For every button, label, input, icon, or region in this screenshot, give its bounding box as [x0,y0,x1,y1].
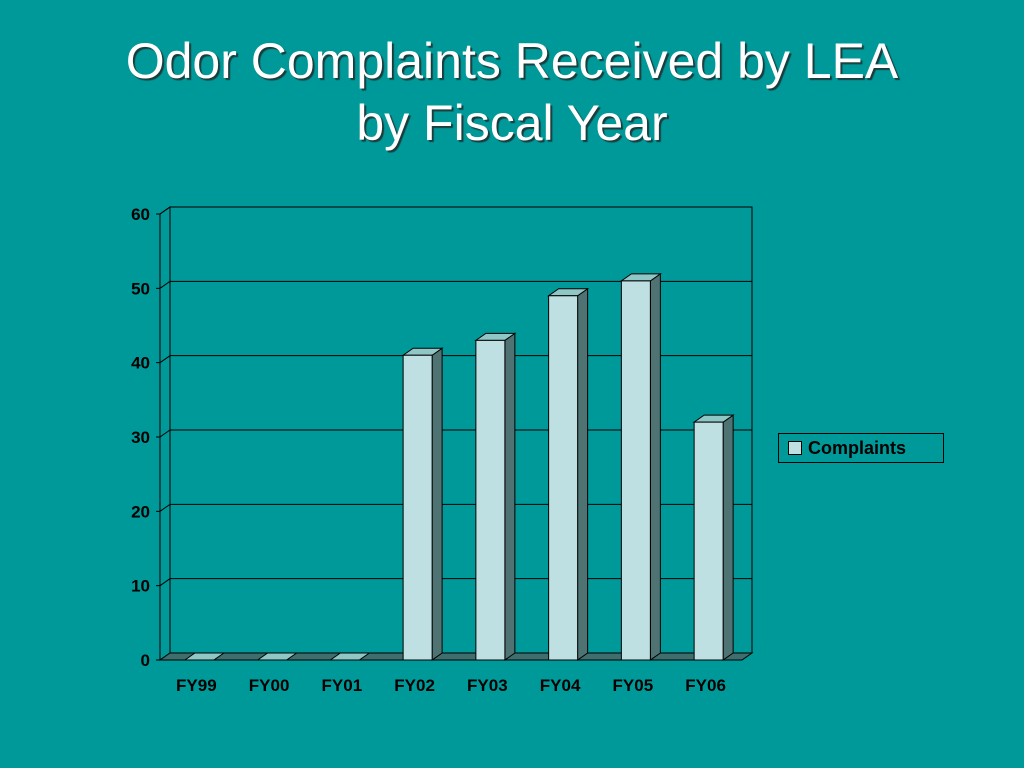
plot-area [159,206,753,661]
bar [693,421,724,661]
bar [328,652,371,661]
y-tick-label: 20 [131,502,150,521]
bar-side [504,332,516,661]
bar [475,339,506,661]
y-tick-label: 60 [131,205,150,224]
x-tick-label: FY01 [322,676,363,695]
slide-title-line-2: by Fiscal Year [356,95,668,151]
floor-top [158,652,754,661]
bar [256,652,299,661]
x-tick-label: FY06 [685,676,726,695]
y-tick-label: 30 [131,428,150,447]
y-axis-ticks: 0 10 20 30 40 50 60 [131,205,161,670]
x-tick-label: FY05 [613,676,654,695]
x-tick-label: FY99 [176,676,217,695]
legend: Complaints [778,433,944,463]
bar [402,354,433,661]
gridline [159,355,752,364]
y-tick-label: 0 [141,651,150,670]
gridline [159,280,752,289]
x-axis-ticks: FY99 FY00 FY01 FY02 FY03 FY04 FY05 FY06 [176,676,726,695]
bar [548,295,579,661]
bar [620,280,651,661]
bar [183,652,226,661]
gridline [159,578,752,587]
slide-title-line-1: Odor Complaints Received by LEA [125,33,899,89]
bar-side [722,414,734,661]
legend-swatch [788,441,802,455]
chart-floor [158,652,754,661]
bars [183,272,735,661]
slide-title: Odor Complaints Received by LEA by Fisca… [0,30,1024,154]
x-tick-label: FY02 [394,676,435,695]
y-tick-label: 40 [131,354,150,373]
y-tick-label: 10 [131,577,150,596]
gridline [159,503,752,512]
gridlines [159,206,752,587]
x-tick-label: FY04 [540,676,581,695]
bar-side [577,287,589,661]
bar-side [431,347,443,661]
y-tick-label: 50 [131,279,150,298]
x-tick-label: FY00 [249,676,290,695]
x-tick-label: FY03 [467,676,508,695]
gridline [159,206,752,215]
gridline [159,429,752,438]
bar-side [649,272,661,661]
legend-label: Complaints [808,437,907,458]
